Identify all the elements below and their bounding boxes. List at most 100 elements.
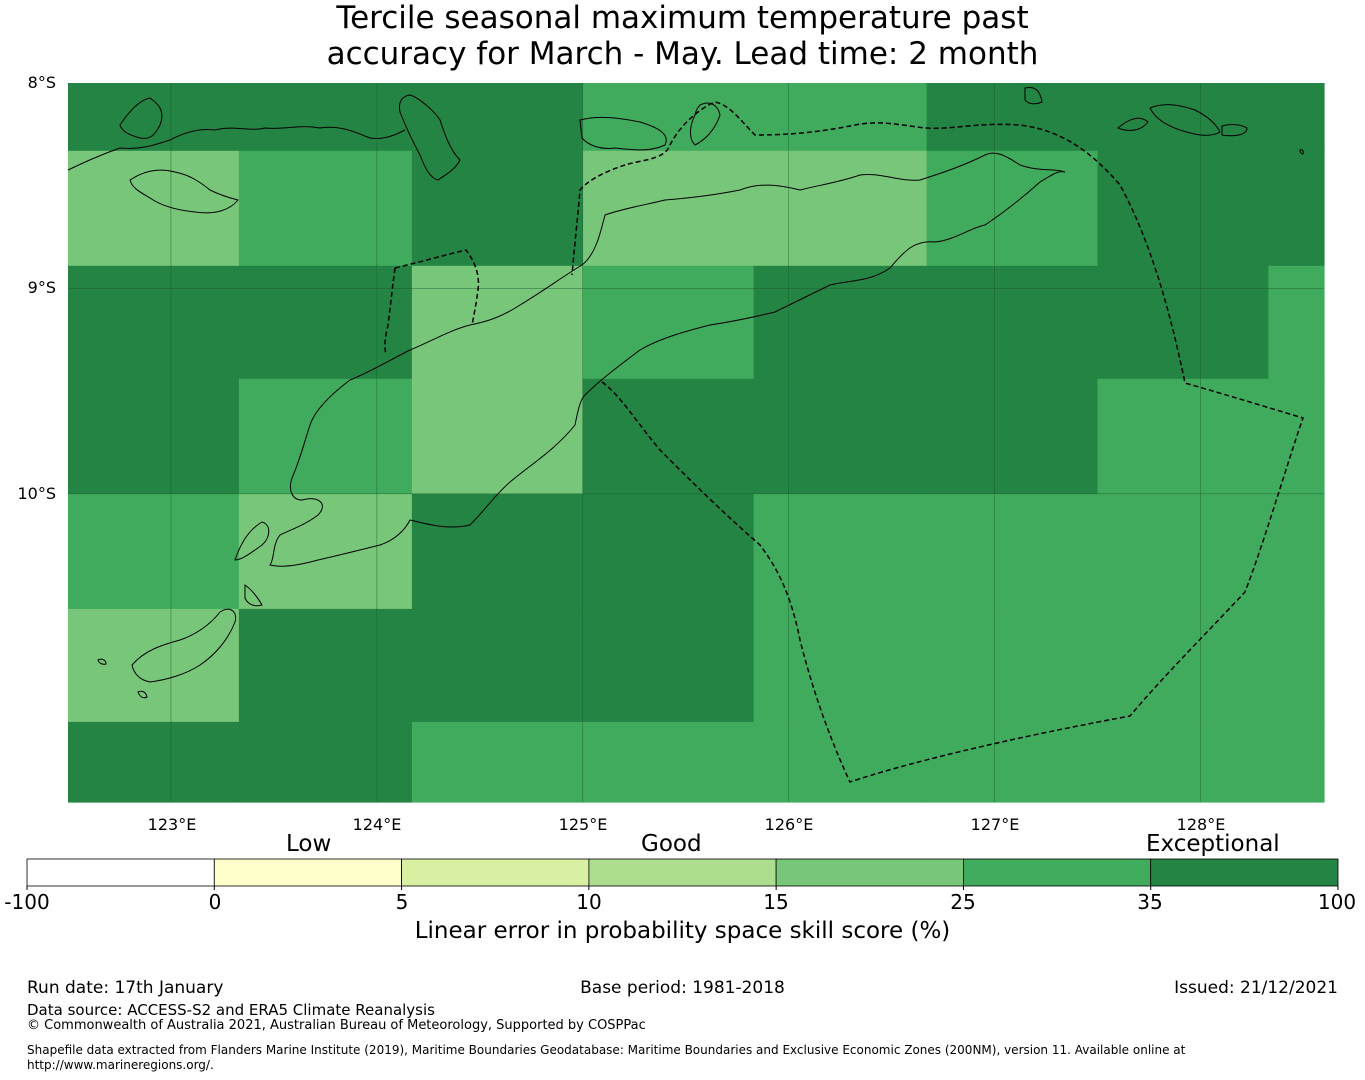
skill-cell [68,150,240,267]
skill-cell [238,721,413,803]
skill-cell [68,608,240,723]
skill-cell [68,83,240,152]
tick-label: 25 [950,890,976,914]
timor-leste-eez-boundary [571,101,1304,783]
rote-island [234,521,270,561]
ndao-islands [244,584,263,607]
skill-cell [238,83,413,152]
skill-cell [926,150,1099,267]
skill-cell [68,493,240,610]
skill-cell [238,608,413,723]
shapefile-credit-line-2: http://www.marineregions.org/. [27,1058,214,1072]
skill-cell [411,150,584,267]
tick-label: 10 [576,890,602,914]
category-exceptional: Exceptional [1146,831,1280,857]
flores-coast [67,126,406,171]
skill-cell [68,721,240,803]
skill-cell [1097,493,1269,610]
skill-cell [1097,265,1269,380]
eez-boundaries [384,101,1304,783]
skill-cell [1268,608,1325,723]
skill-cell [582,378,755,495]
sabu-island [131,608,237,683]
skill-cell [1097,150,1269,267]
skill-cell [753,608,928,723]
skill-cell [411,378,584,495]
tiny-island-east [1299,149,1304,155]
lon-label-124e: 124°E [352,815,402,834]
chart-title: Tercile seasonal maximum temperature pas… [0,0,1365,72]
tick-label: 35 [1137,890,1163,914]
skill-cell [753,265,928,380]
skill-cell [753,378,928,495]
skill-cell [238,150,413,267]
coastlines [67,87,1304,699]
skill-cell [582,265,755,380]
wetar-island [579,116,667,151]
category-low: Low [286,831,332,857]
flores-peninsula [119,97,163,139]
copyright: © Commonwealth of Australia 2021, Austra… [27,1018,646,1033]
skill-cell [582,83,755,152]
skill-cell [1268,721,1325,803]
sumba-fragment [137,690,148,699]
skill-grid [68,83,1325,803]
raijua-island [97,658,107,665]
tick-label: 5 [395,890,409,914]
skill-cell [582,150,755,267]
lon-label-123e: 123°E [147,815,197,834]
skill-cell [1097,608,1269,723]
alor-island [399,94,461,181]
skill-cell [238,265,413,380]
base-period: Base period: 1981-2018 [580,978,785,998]
skill-cell [753,83,928,152]
skill-cell [753,150,928,267]
skill-cell [411,608,584,723]
skill-cell [926,265,1099,380]
skill-cell [926,378,1099,495]
category-good: Good [641,831,702,857]
lakor-island [1117,117,1149,131]
title-line-1: Tercile seasonal maximum temperature pas… [336,0,1029,36]
skill-cell [926,608,1099,723]
lon-label-127e: 127°E [970,815,1020,834]
tick-label: -100 [4,890,50,914]
skill-cell [411,721,584,803]
atauro-island [690,102,721,146]
solor-islands [129,169,239,214]
skill-cell [238,493,413,610]
colorbar-title: Linear error in probability space skill … [414,918,951,944]
skill-cell [411,83,584,152]
skill-cell [926,493,1099,610]
issued-date: Issued: 21/12/2021 [1174,978,1338,998]
skill-cell [411,493,584,610]
skill-cell [1268,378,1325,495]
skill-cell [1268,83,1325,152]
tick-label: 15 [763,890,789,914]
lat-label-10s: 10°S [17,484,56,503]
skill-cell [1097,721,1269,803]
lon-label-126e: 126°E [764,815,814,834]
data-source: Data source: ACCESS-S2 and ERA5 Climate … [27,1001,435,1019]
tick-label: 100 [1317,890,1357,914]
skill-cell [1268,265,1325,380]
skill-cell [238,378,413,495]
run-date: Run date: 17th January [27,978,224,998]
lat-label-8s: 8°S [27,73,56,92]
skill-cell [1268,493,1325,610]
skill-cell [68,378,240,495]
kisar-island [1024,87,1043,105]
lon-label-125e: 125°E [558,815,608,834]
skill-cell [926,721,1099,803]
title-line-2: accuracy for March - May. Lead time: 2 m… [326,36,1039,72]
skill-cell [753,493,928,610]
skill-cell [411,265,584,380]
lat-label-9s: 9°S [27,278,56,297]
skill-cell [582,721,755,803]
skill-cell [68,265,240,380]
tick-label: 0 [208,890,222,914]
skill-cell [1097,378,1269,495]
sermata-island [1221,124,1248,137]
lon-label-128e: 128°E [1176,815,1226,834]
